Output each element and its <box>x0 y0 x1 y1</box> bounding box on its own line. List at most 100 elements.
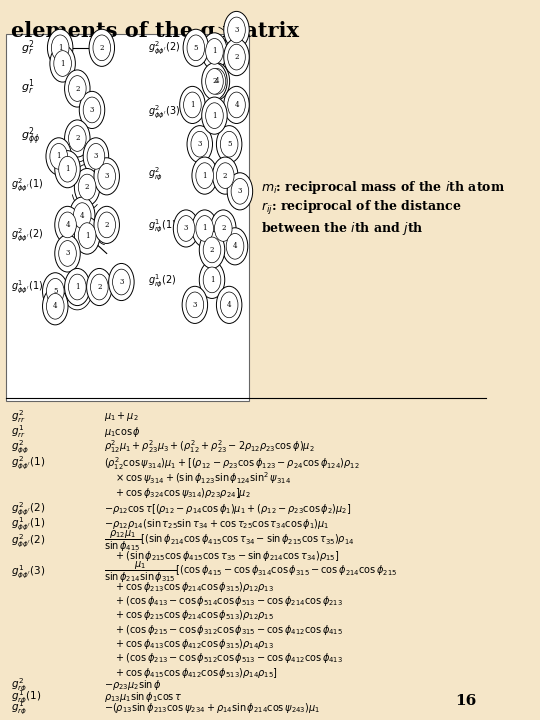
Text: 2: 2 <box>75 135 79 143</box>
Text: 4: 4 <box>233 243 237 251</box>
Text: 1: 1 <box>210 276 214 284</box>
Circle shape <box>78 174 96 200</box>
Text: $g^1_{\phi\phi'}(1)$: $g^1_{\phi\phi'}(1)$ <box>11 516 45 533</box>
Circle shape <box>206 103 223 128</box>
Text: $\quad+ \cos\phi_{213}\cos\phi_{214}\cos\phi_{315})\rho_{12}\rho_{13}$: $\quad+ \cos\phi_{213}\cos\phi_{214}\cos… <box>104 580 274 594</box>
Text: $\quad+ \cos\phi_{413}\cos\phi_{412}\cos\phi_{315})\rho_{14}\rho_{13}$: $\quad+ \cos\phi_{413}\cos\phi_{412}\cos… <box>104 637 274 651</box>
Text: $r_{ij}$: reciprocal of the distance: $r_{ij}$: reciprocal of the distance <box>261 199 461 217</box>
Circle shape <box>65 120 90 157</box>
Circle shape <box>91 274 108 300</box>
Text: $g^1_{r\phi}(2)$: $g^1_{r\phi}(2)$ <box>148 273 177 290</box>
Text: $-\rho_{12}\rho_{14}(\sin\tau_{25}\sin\tau_{34} + \cos\tau_{25}\cos\tau_{34}\cos: $-\rho_{12}\rho_{14}(\sin\tau_{25}\sin\t… <box>104 517 330 531</box>
Text: 1: 1 <box>212 112 217 120</box>
Circle shape <box>98 212 116 238</box>
Text: $-\rho_{12}\cos\tau[(\rho_{12} - \rho_{14}\cos\phi_1)\mu_1 + (\rho_{12} - \rho_{: $-\rho_{12}\cos\tau[(\rho_{12} - \rho_{1… <box>104 502 352 516</box>
Circle shape <box>43 288 68 325</box>
Text: $\quad+ (\cos\phi_{413} - \cos\phi_{514}\cos\phi_{513} - \cos\phi_{214}\cos\phi_: $\quad+ (\cos\phi_{413} - \cos\phi_{514}… <box>104 594 343 608</box>
Text: $-\rho_{23}\mu_2\sin\phi$: $-\rho_{23}\mu_2\sin\phi$ <box>104 678 162 693</box>
Circle shape <box>75 217 100 254</box>
Text: 16: 16 <box>455 694 476 708</box>
Circle shape <box>69 274 86 300</box>
Text: 4: 4 <box>215 77 219 86</box>
Circle shape <box>187 125 213 163</box>
Text: $g^1_{rr}$: $g^1_{rr}$ <box>11 423 26 441</box>
Text: $g^1_{r\phi}$: $g^1_{r\phi}$ <box>11 700 28 717</box>
Text: 3: 3 <box>90 106 94 114</box>
Text: 4: 4 <box>227 301 232 309</box>
Circle shape <box>220 131 238 157</box>
Circle shape <box>54 50 71 76</box>
Circle shape <box>173 210 199 247</box>
Text: 1: 1 <box>190 101 194 109</box>
Text: 2: 2 <box>210 246 214 254</box>
Text: 4: 4 <box>65 221 70 229</box>
Circle shape <box>206 39 223 64</box>
Text: 1: 1 <box>202 225 207 233</box>
Text: 1: 1 <box>57 153 61 161</box>
Text: $-(\rho_{13}\sin\phi_{213}\cos\psi_{234} + \rho_{14}\sin\phi_{214}\cos\psi_{243}: $-(\rho_{13}\sin\phi_{213}\cos\psi_{234}… <box>104 701 320 715</box>
Text: $g^1_{\phi\phi'}(3)$: $g^1_{\phi\phi'}(3)$ <box>11 564 45 581</box>
Circle shape <box>48 30 73 66</box>
Text: 2: 2 <box>234 53 239 61</box>
Circle shape <box>50 143 68 169</box>
Circle shape <box>55 235 80 272</box>
Circle shape <box>73 203 91 228</box>
Circle shape <box>65 269 90 305</box>
Text: $g^2_{\phi\phi'}(3)$: $g^2_{\phi\phi'}(3)$ <box>148 104 181 121</box>
Text: $g^2_{rr}$: $g^2_{rr}$ <box>11 408 26 426</box>
Text: 3: 3 <box>65 249 70 258</box>
Text: 3: 3 <box>94 153 98 161</box>
Text: $g^1_{\phi\phi'}(1)$: $g^1_{\phi\phi'}(1)$ <box>11 279 44 296</box>
Circle shape <box>192 210 218 247</box>
Circle shape <box>199 261 225 299</box>
Circle shape <box>217 163 234 189</box>
Text: 5: 5 <box>227 140 232 148</box>
Text: $\quad+ (\cos\phi_{215} - \cos\phi_{312}\cos\phi_{315} - \cos\phi_{412}\cos\phi_: $\quad+ (\cos\phi_{215} - \cos\phi_{312}… <box>104 623 343 636</box>
Circle shape <box>202 97 227 134</box>
Circle shape <box>228 17 245 42</box>
Text: 3: 3 <box>193 301 197 309</box>
Text: $\quad+ \cos\phi_{215}\cos\phi_{214}\cos\phi_{513})\rho_{12}\rho_{15}$: $\quad+ \cos\phi_{215}\cos\phi_{214}\cos… <box>104 608 274 623</box>
Circle shape <box>182 287 207 323</box>
Circle shape <box>211 210 236 247</box>
Text: $\quad+ \cos\phi_{324}\cos\psi_{314})\rho_{23}\rho_{24}]\mu_2$: $\quad+ \cos\phi_{324}\cos\psi_{314})\rh… <box>104 487 251 500</box>
Circle shape <box>55 150 80 188</box>
Text: 2: 2 <box>212 77 217 86</box>
Circle shape <box>86 269 112 305</box>
Circle shape <box>69 125 86 151</box>
Text: 1: 1 <box>60 60 65 68</box>
Text: 1: 1 <box>75 283 79 291</box>
Text: $g^2_r$: $g^2_r$ <box>21 38 35 58</box>
Circle shape <box>213 157 238 194</box>
Text: $\quad+ (\cos\phi_{213} - \cos\phi_{512}\cos\phi_{513} - \cos\phi_{412}\cos\phi_: $\quad+ (\cos\phi_{213} - \cos\phi_{512}… <box>104 652 343 665</box>
Circle shape <box>228 44 245 70</box>
Circle shape <box>93 35 111 60</box>
Circle shape <box>83 138 109 175</box>
Circle shape <box>191 131 208 157</box>
Circle shape <box>224 12 249 48</box>
Circle shape <box>227 173 253 210</box>
Circle shape <box>75 168 100 206</box>
Circle shape <box>183 30 208 66</box>
Text: 1: 1 <box>58 44 63 52</box>
Circle shape <box>204 63 230 100</box>
Text: $\mu_1 \cos\phi$: $\mu_1 \cos\phi$ <box>104 425 141 439</box>
Circle shape <box>59 212 76 238</box>
Circle shape <box>203 267 221 293</box>
Circle shape <box>69 76 86 102</box>
Circle shape <box>217 125 242 163</box>
Circle shape <box>59 240 76 266</box>
Circle shape <box>192 157 218 194</box>
Text: 2: 2 <box>75 84 79 92</box>
Text: $g^2_{\phi\phi'}(1)$: $g^2_{\phi\phi'}(1)$ <box>11 455 45 472</box>
Text: $\rho_{13}\mu_1\sin\phi_1\cos\tau$: $\rho_{13}\mu_1\sin\phi_1\cos\tau$ <box>104 690 183 704</box>
Circle shape <box>196 215 213 241</box>
Circle shape <box>94 158 119 195</box>
Circle shape <box>55 207 80 243</box>
Text: $(\rho^2_{12}\cos\psi_{314})\mu_1 + [(\rho_{12} - \rho_{23}\cos\phi_{123} - \rho: $(\rho^2_{12}\cos\psi_{314})\mu_1 + [(\r… <box>104 455 360 472</box>
Circle shape <box>109 264 134 300</box>
Text: $g^1_{r\phi}(1)$: $g^1_{r\phi}(1)$ <box>11 688 42 706</box>
Circle shape <box>70 197 95 234</box>
Text: 2: 2 <box>104 221 109 229</box>
Text: $\rho^2_{12}\mu_1 + \rho^2_{23}\mu_3 + (\rho^2_{12} + \rho^2_{23} - 2\rho_{12}\r: $\rho^2_{12}\mu_1 + \rho^2_{23}\mu_3 + (… <box>104 438 315 455</box>
